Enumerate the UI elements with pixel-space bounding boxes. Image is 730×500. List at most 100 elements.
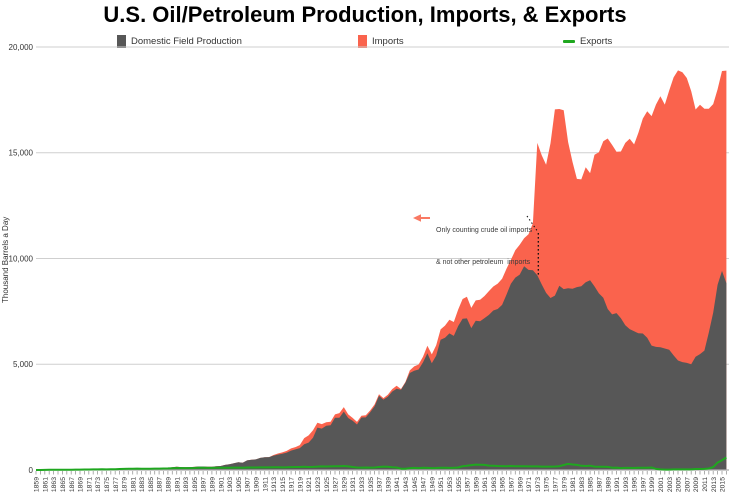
left-arrow-head-icon: [413, 214, 421, 222]
x-tick-label: 1929: [341, 477, 348, 492]
imports-swatch-icon: [358, 34, 367, 48]
x-tick-label: 1863: [51, 477, 58, 492]
x-tick-label: 1915: [280, 477, 287, 492]
x-tick-label: 1993: [623, 477, 630, 492]
x-tick-label: 1933: [359, 477, 366, 492]
x-tick-label: 2015: [720, 477, 727, 492]
production-swatch-icon: [117, 34, 126, 48]
x-tick-label: 1945: [412, 477, 419, 492]
x-tick-label: 1951: [438, 477, 445, 492]
x-tick-label: 1893: [183, 477, 190, 492]
x-tick-label: 1869: [78, 477, 85, 492]
x-tick-label: 1999: [649, 477, 656, 492]
legend-label-exports: Exports: [580, 35, 613, 47]
x-tick-label: 2007: [684, 477, 691, 492]
x-tick-label: 1963: [491, 477, 498, 492]
x-tick-label: 1927: [333, 477, 340, 492]
x-tick-label: 1891: [174, 477, 181, 492]
x-tick-label: 1967: [509, 477, 516, 492]
x-tick-label: 1935: [368, 477, 375, 492]
production-area: [36, 266, 727, 470]
x-tick-label: 1953: [447, 477, 454, 492]
x-tick-label: 1987: [597, 477, 604, 492]
x-tick-label: 1991: [614, 477, 621, 492]
imports-annotation: Only counting crude oil imports & not ot…: [436, 205, 532, 289]
x-tick-label: 1981: [570, 477, 577, 492]
x-tick-label: 1947: [421, 477, 428, 492]
x-tick-label: 1939: [385, 477, 392, 492]
annotation-connector-line: [526, 215, 538, 232]
x-tick-label: 1867: [69, 477, 76, 492]
x-tick-label: 1859: [34, 477, 41, 492]
imports-annotation-line1: Only counting crude oil imports: [436, 227, 533, 234]
y-tick-label: 15,000: [9, 149, 34, 158]
x-tick-label: 1865: [60, 477, 67, 492]
x-tick-label: 2003: [667, 477, 674, 492]
x-tick-label: 1909: [254, 477, 261, 492]
legend-item-exports: Exports: [563, 34, 612, 48]
x-tick-label: 1965: [500, 477, 507, 492]
x-tick-label: 2011: [702, 477, 709, 492]
x-tick-label: 1873: [95, 477, 102, 492]
x-tick-label: 1931: [350, 477, 357, 492]
x-tick-label: 1997: [640, 477, 647, 492]
x-tick-label: 1971: [526, 477, 533, 492]
x-tick-label: 1995: [632, 477, 639, 492]
x-tick-label: 1895: [192, 477, 199, 492]
x-tick-label: 2009: [693, 477, 700, 492]
y-axis-title: Thousand Barrels a Day: [1, 216, 10, 303]
exports-swatch-icon: [563, 39, 575, 43]
y-tick-label: 10,000: [9, 254, 34, 263]
x-tick-label: 1923: [315, 477, 322, 492]
x-tick-label: 1861: [42, 477, 49, 492]
x-tick-label: 2001: [658, 477, 665, 492]
x-tick-label: 1907: [245, 477, 252, 492]
x-tick-label: 1877: [113, 477, 120, 492]
x-tick-label: 1897: [201, 477, 208, 492]
x-tick-label: 1899: [210, 477, 217, 492]
x-tick-label: 1911: [262, 477, 269, 492]
x-tick-label: 1921: [306, 477, 313, 492]
legend-item-production: Domestic Field Production: [117, 34, 242, 48]
x-tick-label: 1943: [403, 477, 410, 492]
legend-label-production: Domestic Field Production: [131, 35, 242, 47]
x-tick-label: 1975: [544, 477, 551, 492]
x-tick-label: 1961: [482, 477, 489, 492]
x-tick-label: 1979: [561, 477, 568, 492]
legend-label-imports: Imports: [372, 35, 404, 47]
x-tick-label: 1955: [456, 477, 463, 492]
imports-annotation-line2: & not other petroleum imports: [436, 258, 531, 266]
x-tick-label: 2005: [676, 477, 683, 492]
x-tick-label: 1871: [86, 477, 93, 492]
exports-line: [36, 456, 727, 471]
x-tick-label: 1983: [579, 477, 586, 492]
x-tick-label: 1887: [157, 477, 164, 492]
x-tick-label: 1917: [289, 477, 296, 492]
page-title: U.S. Oil/Petroleum Production, Imports, …: [103, 2, 627, 27]
x-tick-label: 1883: [139, 477, 146, 492]
legend-item-imports: Imports: [358, 34, 404, 48]
x-tick-label: 1985: [588, 477, 595, 492]
x-tick-label: 1989: [605, 477, 612, 492]
x-tick-label: 1937: [377, 477, 384, 492]
y-tick-label: 5,000: [13, 360, 34, 369]
x-tick-label: 1973: [535, 477, 542, 492]
x-tick-label: 1901: [218, 477, 225, 492]
y-tick-label: 20,000: [9, 43, 34, 52]
x-tick-label: 1889: [166, 477, 173, 492]
x-tick-label: 1941: [394, 477, 401, 492]
x-tick-label: 1905: [236, 477, 243, 492]
x-tick-label: 1949: [429, 477, 436, 492]
x-tick-label: 1969: [517, 477, 524, 492]
x-tick-label: 1903: [227, 477, 234, 492]
x-tick-label: 1919: [297, 477, 304, 492]
x-tick-label: 2013: [711, 477, 718, 492]
x-tick-label: 1913: [271, 477, 278, 492]
y-tick-label: 0: [29, 466, 34, 475]
x-tick-label: 1959: [473, 477, 480, 492]
x-tick-label: 1957: [465, 477, 472, 492]
x-tick-label: 1875: [104, 477, 111, 492]
x-tick-label: 1881: [130, 477, 137, 492]
